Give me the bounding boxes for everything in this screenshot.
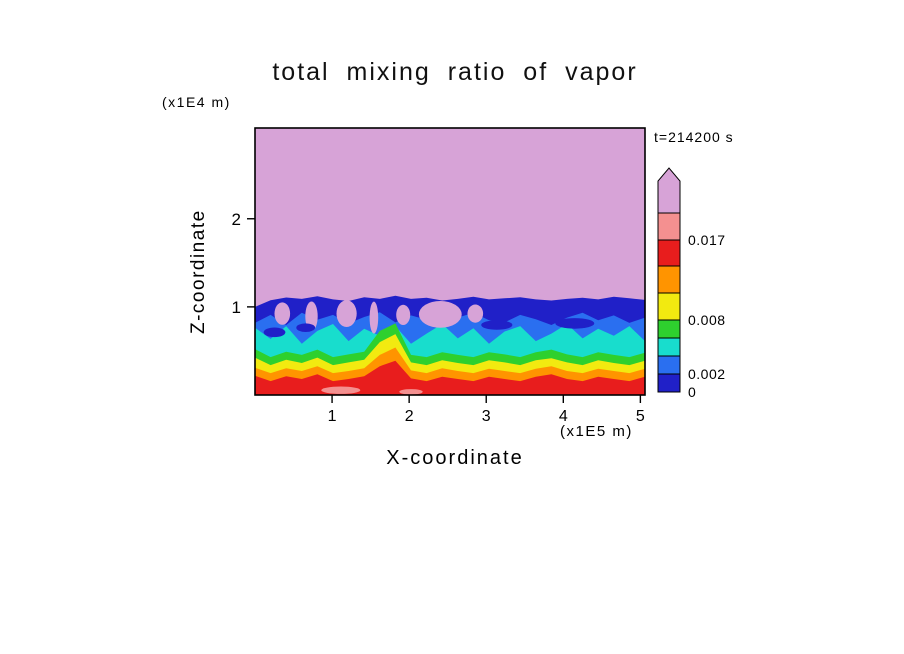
- chart-title: total mixing ratio of vapor: [272, 58, 638, 86]
- contour-detail-plum: [418, 301, 462, 328]
- colorbar-segment-yellow: [657, 292, 681, 321]
- x-axis-unit: (x1E5 m): [560, 423, 633, 440]
- colorbar-tick-label: 0.008: [688, 312, 726, 328]
- colorbar-segment-blue: [657, 355, 681, 375]
- colorbar-tick-label: 0.002: [688, 366, 726, 382]
- contour-detail-plum: [396, 304, 411, 325]
- contour-band-red: [255, 360, 645, 395]
- contour-detail-plum: [369, 301, 379, 334]
- time-annotation: t=214200 s: [654, 129, 734, 145]
- contour-detail-salmon: [321, 386, 361, 394]
- contour-detail-darkblue: [555, 318, 595, 329]
- colorbar-segment-green: [657, 319, 681, 339]
- x-tick-label: 3: [482, 408, 491, 425]
- contour-detail-plum: [336, 300, 357, 327]
- colorbar: 0 0.002 0.008 0.017: [657, 167, 726, 400]
- y-tick-label: 2: [232, 210, 241, 229]
- colorbar-segment-darkblue: [657, 373, 681, 393]
- y-axis-title: Z-coordinate: [188, 209, 209, 335]
- contour-plot: 1 2 3 4 5 1 2: [232, 127, 646, 425]
- contour-detail-salmon: [399, 389, 423, 395]
- colorbar-segment-salmon: [657, 212, 681, 241]
- colorbar-tick-label: 0: [688, 384, 696, 400]
- colorbar-segment-plum: [657, 167, 681, 214]
- y-tick-label: 1: [232, 298, 241, 317]
- contour-detail-darkblue: [263, 327, 286, 338]
- contour-detail-plum: [467, 304, 484, 323]
- x-tick-label: 2: [405, 408, 414, 425]
- y-axis-unit: (x1E4 m): [162, 94, 231, 110]
- colorbar-segment-red: [657, 239, 681, 267]
- contour-detail-darkblue: [481, 320, 513, 330]
- x-tick-label: 4: [559, 408, 568, 425]
- colorbar-segment-cyan: [657, 337, 681, 357]
- colorbar-tick-label: 0.017: [688, 232, 726, 248]
- colorbar-segment-orange: [657, 265, 681, 294]
- x-tick-label: 5: [636, 408, 645, 425]
- contour-detail-plum: [305, 301, 318, 331]
- contour-detail-plum: [274, 302, 291, 325]
- contour-detail-darkblue: [296, 323, 316, 332]
- plot-frame: [254, 127, 646, 396]
- x-axis-title: X-coordinate: [386, 447, 524, 469]
- x-tick-label: 1: [328, 408, 337, 425]
